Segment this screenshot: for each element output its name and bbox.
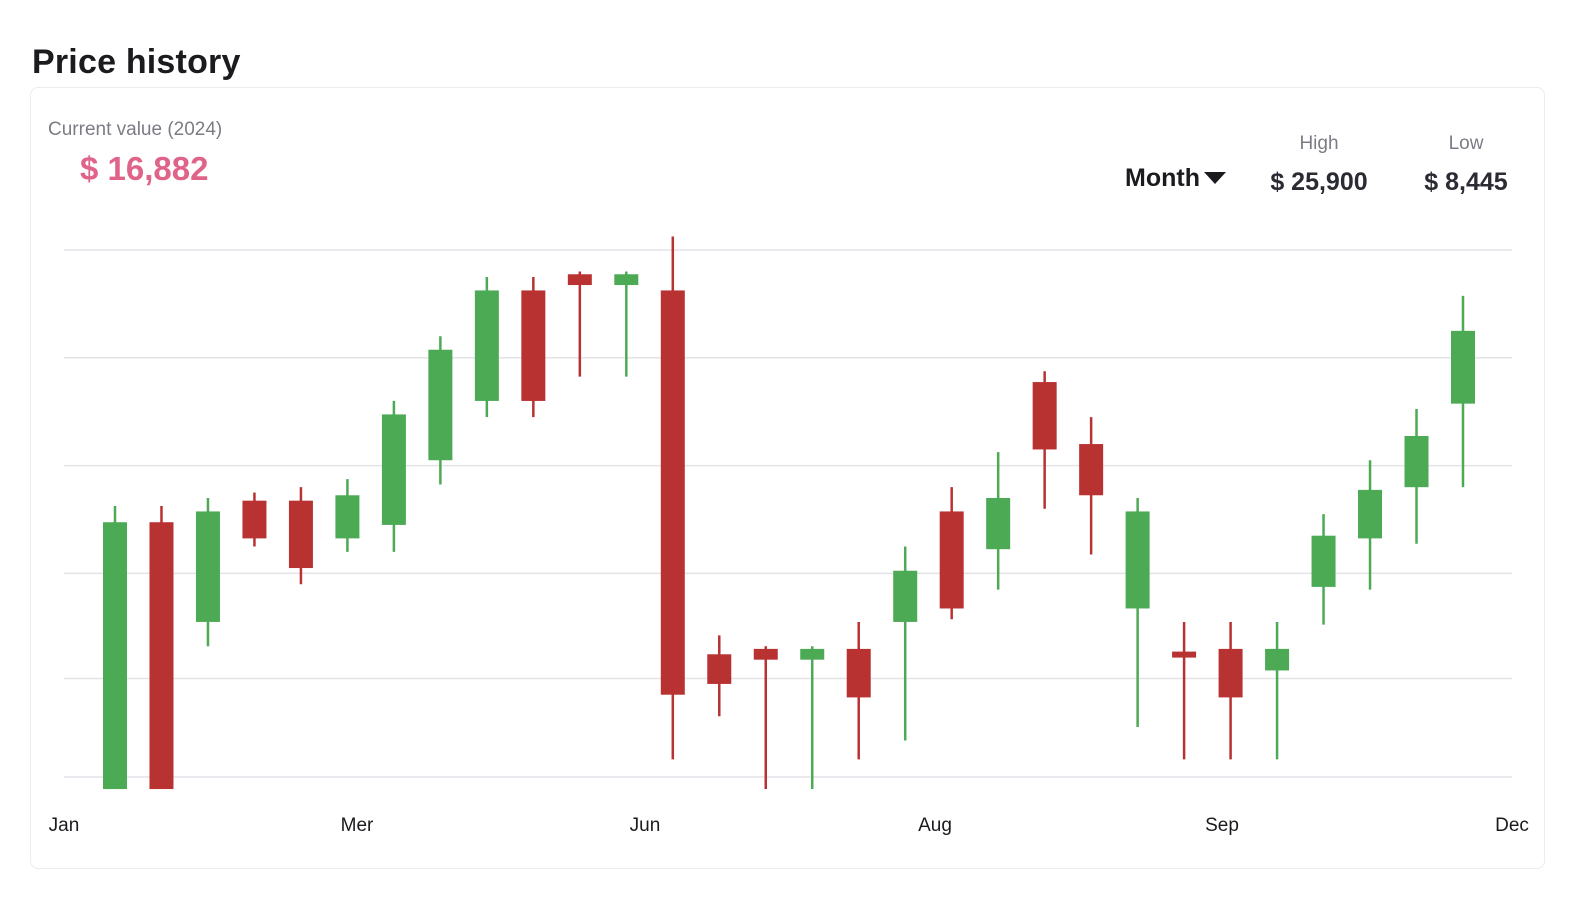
candle-body <box>1032 382 1057 450</box>
candle <box>1032 371 1057 509</box>
candle <box>893 546 918 741</box>
candle <box>381 400 406 552</box>
low-value: $ 8,445 <box>1424 168 1508 196</box>
current-value-label: Current value (2024) <box>48 119 223 140</box>
candle-body <box>567 274 592 286</box>
candle-body <box>1218 648 1243 698</box>
candle <box>1311 514 1336 625</box>
page-title: Price history <box>32 43 241 81</box>
x-tick-label: Mer <box>341 815 374 836</box>
candle <box>103 506 127 790</box>
candle-body <box>335 495 360 539</box>
candle-body <box>1079 444 1104 496</box>
candle-layer <box>103 236 1475 790</box>
candle <box>567 271 592 377</box>
candle-body <box>986 497 1011 550</box>
candle <box>1451 295 1475 488</box>
candle-body <box>1404 435 1429 488</box>
candle <box>1218 621 1243 760</box>
caret-down-icon <box>1203 172 1226 184</box>
x-tick-label: Aug <box>918 815 952 836</box>
x-tick-label: Sep <box>1205 815 1239 836</box>
candle-body <box>521 290 546 401</box>
candle-body <box>614 274 639 286</box>
high-stat: High $ 25,900 <box>1263 132 1375 198</box>
candle <box>474 276 499 418</box>
candle <box>195 497 220 647</box>
candle-body <box>428 349 453 461</box>
candle <box>428 336 453 485</box>
price-history-card: Current value (2024) $ 16,882 Month High… <box>30 87 1545 869</box>
x-tick-label: Dec <box>1495 815 1529 836</box>
candle <box>1404 409 1429 544</box>
candle <box>1125 497 1150 728</box>
candle-body <box>242 500 267 539</box>
candle <box>1265 621 1290 760</box>
candle-body <box>660 290 685 695</box>
candle <box>1358 460 1383 590</box>
candle-body <box>381 414 406 525</box>
candle-body <box>149 522 174 790</box>
x-axis: Jan Mer Jun Aug Sep Dec <box>49 815 1529 836</box>
candle-body <box>1451 330 1475 404</box>
candle <box>939 487 964 620</box>
period-dropdown-label: Month <box>1125 164 1200 192</box>
x-tick-label: Jun <box>630 815 661 836</box>
candle-body <box>939 511 964 609</box>
candle <box>660 236 685 760</box>
candle <box>149 506 174 790</box>
grid-layer <box>64 249 1512 778</box>
candle-body <box>707 654 732 684</box>
candle <box>1172 621 1197 760</box>
candle <box>707 635 732 717</box>
candle-body <box>753 648 778 660</box>
candle-body <box>1125 511 1150 609</box>
candle <box>614 271 639 377</box>
candle <box>753 646 778 790</box>
candle <box>800 646 825 790</box>
candle <box>335 479 360 552</box>
candle-body <box>195 511 220 622</box>
candle-body <box>1172 651 1197 658</box>
candle-body <box>288 500 313 569</box>
x-tick-label: Jan <box>49 815 80 836</box>
candle-body <box>893 570 918 622</box>
candle-body <box>103 522 127 790</box>
candle-body <box>474 290 499 401</box>
candle-body <box>800 648 825 660</box>
candle-body <box>1311 535 1336 587</box>
candle-body <box>1265 648 1290 671</box>
candle <box>846 621 871 760</box>
candle <box>242 492 267 547</box>
high-value: $ 25,900 <box>1270 168 1368 196</box>
candle-body <box>846 648 871 698</box>
current-value: $ 16,882 <box>80 150 209 187</box>
low-label: Low <box>1448 133 1484 154</box>
candle <box>288 487 313 585</box>
candle-body <box>1358 489 1383 539</box>
candle <box>1079 417 1104 555</box>
high-label: High <box>1299 133 1339 154</box>
candle <box>521 276 546 418</box>
period-dropdown[interactable]: Month <box>1125 162 1226 194</box>
candle <box>986 452 1011 590</box>
low-stat: Low $ 8,445 <box>1416 132 1516 198</box>
